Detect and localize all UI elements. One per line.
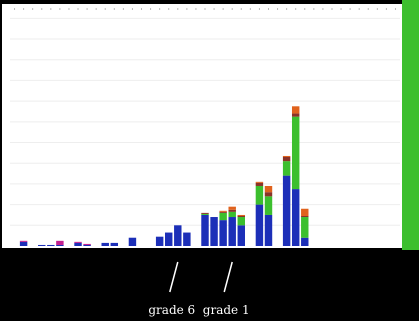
bar-segment-1 [301,217,309,238]
bar-segment-2 [282,157,291,162]
plot-background [2,4,402,248]
bar-segment-3 [255,181,264,183]
bar-segment-0 [101,242,109,246]
bar-segment-2 [201,212,209,214]
annotation-label: grade 1 [203,303,250,317]
bar-segment-0 [38,244,46,246]
bar-segment-3 [219,210,227,212]
bar-segment-0 [165,232,173,246]
bar-segment-3 [282,155,291,157]
grid-lines [10,17,400,226]
bar-segment-1 [255,185,264,205]
bar-segment-1 [219,212,227,221]
bar-segment-0 [219,220,227,246]
bar-segment-0 [228,217,236,246]
bar-segment-1 [201,213,209,215]
annotation-pointer [169,261,179,293]
bar-segment-0 [237,225,245,246]
annotations: grade 6 grade 1 [148,261,250,317]
bar-segment-0 [47,244,55,246]
bar-segment-3 [228,206,236,210]
bar-segment-1 [291,116,300,190]
bar-segment-0 [56,244,64,246]
bar-segment-2 [264,192,273,197]
bar-segment-0 [110,242,119,246]
right-accent-strip [402,0,419,250]
bar-segment-0 [128,237,137,246]
bar-segment-2 [228,209,236,212]
bar-segment-2 [219,211,227,213]
bar-segment-0 [83,244,91,246]
bar-segment-0 [291,189,300,246]
bar-segment-2 [301,215,309,218]
bar-segment-4 [56,240,64,245]
bars [19,106,309,246]
bar-segment-1 [264,196,273,215]
bar-segment-1 [228,211,236,218]
bar-segment-2 [255,182,264,186]
bar-segment-4 [83,243,91,245]
bar-segment-0 [201,214,209,246]
bar-segment-3 [237,214,245,216]
bar-segment-0 [301,237,309,246]
x-tick-marks [14,8,396,10]
bar-segment-3 [301,208,309,216]
bar-segment-2 [237,215,245,218]
bar-segment-1 [282,161,291,176]
bar-segment-3 [291,106,300,114]
bar-segment-4 [19,240,28,242]
bar-segment-0 [264,214,273,246]
bar-segment-4 [74,241,82,243]
annotation-pointer [223,261,233,293]
bar-segment-1 [237,217,245,226]
annotation-label: grade 6 [148,303,195,317]
bar-segment-0 [255,204,264,246]
bar-segment-0 [174,225,182,246]
bar-segment-0 [183,232,191,246]
bar-segment-0 [282,175,291,246]
bar-segment-0 [210,217,218,246]
bar-segment-2 [291,113,300,117]
bar-segment-0 [155,236,164,246]
bar-segment-0 [19,241,28,246]
bar-segment-3 [264,185,273,193]
bar-segment-0 [74,242,82,246]
